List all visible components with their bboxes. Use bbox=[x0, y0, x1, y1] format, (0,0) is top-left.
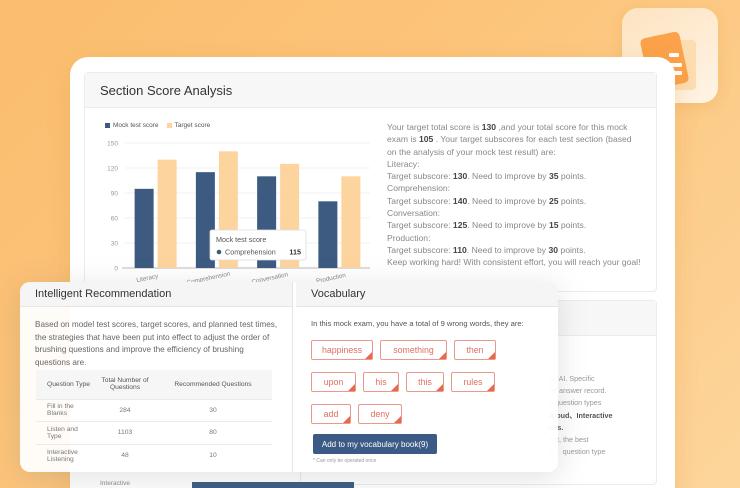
recommendation-description: Based on model test scores, target score… bbox=[35, 320, 278, 367]
chart-canvas[interactable]: 0 30 60 90 120 150 Literacy Comprehension Conver… bbox=[95, 118, 380, 283]
svg-text:150: 150 bbox=[107, 141, 118, 148]
section-score-panel: Section Score Analysis Mock test score T… bbox=[84, 72, 657, 292]
word-tag-then[interactable]: then bbox=[454, 340, 496, 360]
vocabulary-title: Vocabulary bbox=[311, 288, 366, 300]
legend-item-mock[interactable]: Mock test score bbox=[105, 122, 159, 129]
score-bar-chart: Mock test score Target score 0 30 60 90 120 1… bbox=[95, 118, 380, 283]
svg-text:0: 0 bbox=[114, 266, 118, 273]
svg-text:Production: Production bbox=[316, 272, 347, 283]
corner-mark-icon bbox=[439, 352, 446, 359]
section-score-title: Section Score Analysis bbox=[100, 82, 233, 98]
background-table-row: Interactive bbox=[85, 475, 385, 488]
progress-bar bbox=[192, 482, 354, 488]
svg-text:90: 90 bbox=[111, 191, 119, 198]
word-tag-deny[interactable]: deny bbox=[358, 404, 402, 424]
column-header: Total Number of Questions bbox=[96, 370, 154, 399]
bar-production-mock[interactable] bbox=[318, 201, 338, 268]
add-to-vocabulary-book-button[interactable]: Add to my vocabulary book(9) bbox=[313, 434, 437, 454]
recommendation-title: Intelligent Recommendation bbox=[35, 288, 172, 300]
word-tag-happiness[interactable]: happiness bbox=[311, 340, 373, 360]
word-tag-rules[interactable]: rules bbox=[451, 372, 495, 392]
legend-swatch-icon bbox=[166, 123, 172, 128]
word-tag-add[interactable]: add bbox=[311, 404, 351, 424]
score-summary: Your target total score is 130 ,and your… bbox=[387, 122, 641, 268]
operation-note: * Can only be operated once bbox=[313, 458, 377, 464]
column-header: Question Type bbox=[36, 370, 96, 399]
corner-mark-icon bbox=[436, 384, 443, 391]
corner-mark-icon bbox=[488, 352, 495, 359]
chart-tooltip: Mock test score Comprehension 115 bbox=[209, 229, 307, 261]
word-tag-this[interactable]: this bbox=[406, 372, 444, 392]
svg-text:30: 30 bbox=[111, 241, 119, 248]
vocabulary-description: In this mock exam, you have a total of 9… bbox=[311, 319, 524, 328]
corner-mark-icon bbox=[343, 416, 350, 423]
bar-production-target[interactable] bbox=[341, 176, 361, 268]
svg-text:Literacy: Literacy bbox=[136, 273, 160, 283]
legend-swatch-icon bbox=[105, 123, 110, 128]
corner-mark-icon bbox=[365, 352, 372, 359]
corner-mark-icon bbox=[348, 384, 355, 391]
corner-mark-icon bbox=[487, 384, 494, 391]
svg-text:Conversation: Conversation bbox=[251, 271, 289, 283]
word-tag-upon[interactable]: upon bbox=[311, 372, 356, 392]
bar-literacy-target[interactable] bbox=[157, 159, 177, 268]
word-tag-his[interactable]: his bbox=[363, 372, 399, 392]
table-header-row: Question Type Total Number of Questions … bbox=[36, 370, 272, 399]
recommendation-header: Intelligent Recommendation bbox=[20, 282, 292, 307]
column-header: Recommended Questions bbox=[154, 370, 272, 399]
section-score-header: Section Score Analysis bbox=[85, 73, 656, 108]
svg-text:Comprehension: Comprehension bbox=[225, 248, 276, 257]
vocabulary-header: Vocabulary bbox=[296, 282, 558, 307]
word-tag-something[interactable]: something bbox=[380, 340, 447, 360]
vocabulary-panel: Vocabulary In this mock exam, you have a… bbox=[296, 282, 558, 472]
wrong-words-list: happiness something then upon his this r… bbox=[311, 340, 551, 436]
table-row: Interactive Listening 48 10 bbox=[36, 443, 272, 467]
corner-mark-icon bbox=[394, 416, 401, 423]
table-row: Fill in the Blanks 284 30 bbox=[36, 398, 272, 422]
svg-text:60: 60 bbox=[111, 216, 119, 223]
bar-literacy-mock[interactable] bbox=[134, 188, 154, 268]
recommendation-table: Question Type Total Number of Questions … bbox=[36, 370, 272, 467]
svg-text:Mock test score: Mock test score bbox=[216, 235, 266, 244]
chart-legend: Mock test score Target score bbox=[105, 122, 210, 129]
legend-item-target[interactable]: Target score bbox=[166, 122, 210, 129]
svg-text:115: 115 bbox=[289, 248, 301, 257]
analysis-panel-text: ng AI. Specific he answer record. e ques… bbox=[549, 374, 613, 457]
recommendation-card: Intelligent Recommendation Based on mode… bbox=[20, 282, 558, 472]
svg-text:120: 120 bbox=[107, 166, 118, 173]
corner-mark-icon bbox=[391, 384, 398, 391]
table-row: Listen and Type 1103 80 bbox=[36, 421, 272, 444]
intelligent-recommendation-panel: Intelligent Recommendation Based on mode… bbox=[20, 282, 293, 472]
